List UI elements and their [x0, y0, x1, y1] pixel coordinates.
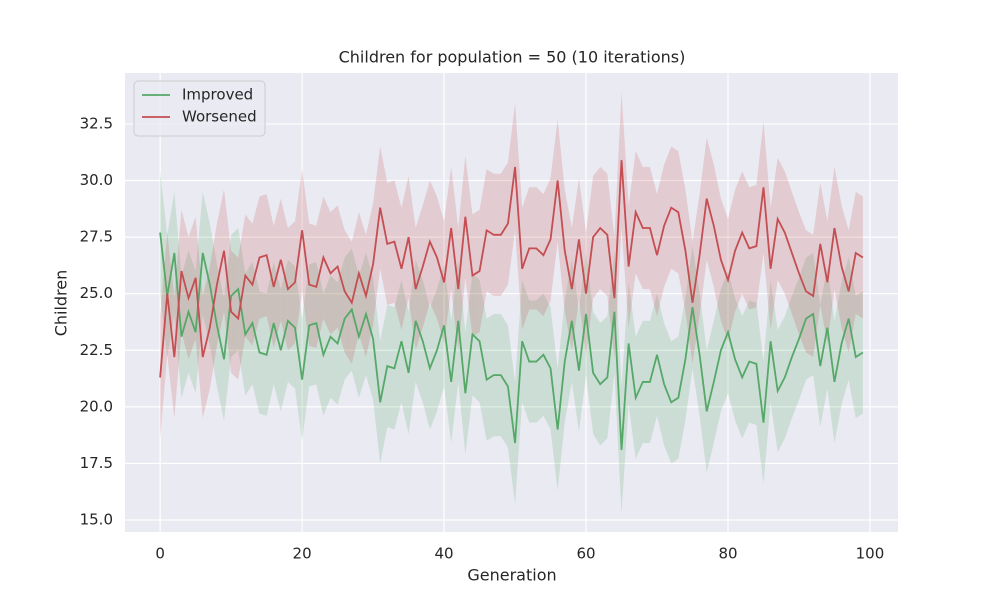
series-line [159, 160, 864, 378]
x-tick-label: 40 [435, 545, 454, 563]
y-tick-label: 20.0 [80, 397, 113, 415]
legend: Improved Worsened [133, 80, 266, 137]
chart-title: Children for population = 50 (10 iterati… [339, 48, 686, 67]
y-tick-label: 30.0 [80, 171, 113, 189]
y-tick-label: 22.5 [80, 341, 113, 359]
x-tick-label: 100 [856, 545, 885, 563]
x-tick-label: 80 [718, 545, 737, 563]
series-line [159, 232, 864, 450]
x-tick-label: 0 [155, 545, 165, 563]
x-axis-label: Generation [467, 566, 556, 585]
marks [159, 92, 864, 514]
x-tick-label: 20 [293, 545, 312, 563]
legend-label: Worsened [182, 108, 257, 126]
y-tick-label: 27.5 [80, 228, 113, 246]
legend-label: Improved [182, 86, 253, 104]
plot-area [125, 73, 898, 532]
y-tick-label: 17.5 [80, 454, 113, 472]
x-tick-label: 60 [576, 545, 595, 563]
y-tick-label: 25.0 [80, 284, 113, 302]
y-tick-label: 15.0 [80, 511, 113, 529]
y-tick-label: 32.5 [80, 114, 113, 132]
y-axis-label: Children [52, 270, 71, 337]
